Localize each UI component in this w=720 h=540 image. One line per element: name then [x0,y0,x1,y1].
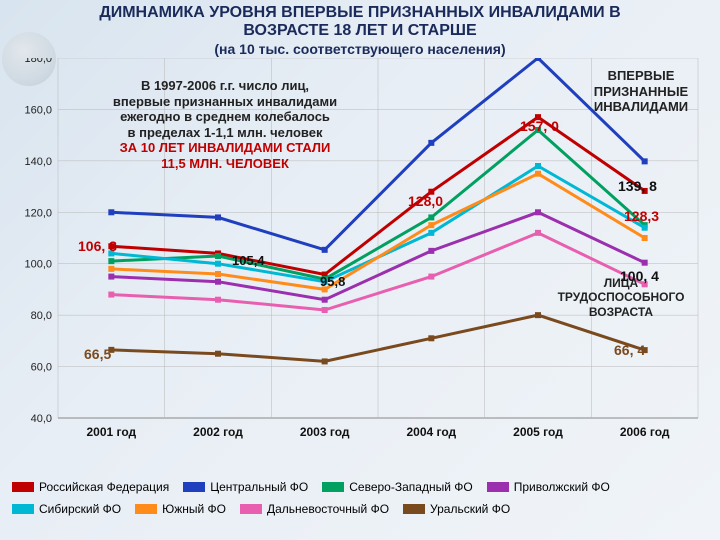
data-label: 157, 0 [520,118,559,134]
legend-swatch [12,504,34,514]
legend-label: Южный ФО [162,502,226,516]
chart-area: 40,0 60,0 80,0 100,0 120,0 140,0 160,0 180,0 200… [10,58,710,458]
svg-text:2006 год: 2006 год [620,425,670,439]
side-label-top: ВПЕРВЫЕ ПРИЗНАННЫЕ ИНВАЛИДАМИ [576,68,706,115]
legend-label: Центральный ФО [210,480,308,494]
title-line1: ДИМНАМИКА УРОВНЯ ВПЕРВЫЕ ПРИЗНАННЫХ ИНВА… [10,4,710,22]
data-label: 105,4 [232,253,265,268]
svg-text:180,0: 180,0 [24,58,52,65]
ov-l3: ежегодно в среднем колебалось [120,109,330,124]
legend-swatch [240,504,262,514]
data-label: 139, 8 [618,178,657,194]
legend-item: Уральский ФО [403,502,510,516]
data-label: 66,5 [84,346,111,362]
data-label: 100, 4 [620,268,659,284]
legend-swatch [135,504,157,514]
overlay-text: В 1997-2006 г.г. число лиц, впервые приз… [90,78,360,172]
data-label: 95,8 [320,274,345,289]
ov-l6: 11,5 МЛН. ЧЕЛОВЕК [161,156,289,171]
svg-text:100,0: 100,0 [24,259,52,271]
data-label: 128,3 [624,208,659,224]
legend-label: Приволжский ФО [514,480,610,494]
title-block: ДИМНАМИКА УРОВНЯ ВПЕРВЫЕ ПРИЗНАННЫХ ИНВА… [0,0,720,59]
svg-text:140,0: 140,0 [24,156,52,168]
ov-l4: в пределах 1-1,1 млн. человек [128,125,323,140]
ov-l1: В 1997-2006 г.г. число лиц, [141,78,309,93]
title-line2: ВОЗРАСТЕ 18 ЛЕТ И СТАРШЕ [10,22,710,40]
legend-label: Российская Федерация [39,480,169,494]
svg-text:160,0: 160,0 [24,104,52,116]
svg-text:2005 год: 2005 год [513,425,563,439]
svg-text:40,0: 40,0 [31,413,52,425]
svg-text:2002 год: 2002 год [193,425,243,439]
side-label-top-text: ВПЕРВЫЕ ПРИЗНАННЫЕ ИНВАЛИДАМИ [594,68,688,114]
data-label: 106, 8 [78,238,117,254]
legend-item: Приволжский ФО [487,480,610,494]
legend-swatch [183,482,205,492]
svg-text:2001 год: 2001 год [86,425,136,439]
legend-item: Северо-Западный ФО [322,480,472,494]
data-label: 66, 4 [614,342,645,358]
legend-item: Центральный ФО [183,480,308,494]
legend-item: Южный ФО [135,502,226,516]
legend-item: Российская Федерация [12,480,169,494]
legend-label: Сибирский ФО [39,502,121,516]
legend-item: Сибирский ФО [12,502,121,516]
subtitle: (на 10 тыс. соответствующего населения) [10,41,710,57]
ov-l2: впервые признанных инвалидами [113,94,337,109]
legend: Российская Федерация Центральный ФО Северо… [12,480,708,524]
legend-item: Дальневосточный ФО [240,502,389,516]
svg-text:2004 год: 2004 год [406,425,456,439]
svg-text:80,0: 80,0 [31,310,52,322]
legend-label: Дальневосточный ФО [267,502,389,516]
svg-text:2003 год: 2003 год [300,425,350,439]
ov-l5: ЗА 10 ЛЕТ ИНВАЛИДАМИ СТАЛИ [120,140,331,155]
legend-swatch [12,482,34,492]
legend-row: Российская Федерация Центральный ФО Северо… [12,480,708,494]
data-label: 128,0 [408,193,443,209]
legend-swatch [403,504,425,514]
legend-label: Уральский ФО [430,502,510,516]
svg-text:60,0: 60,0 [31,362,52,374]
svg-text:120,0: 120,0 [24,207,52,219]
legend-swatch [322,482,344,492]
legend-row: Сибирский ФО Южный ФО Дальневосточный ФО Ур… [12,502,708,516]
legend-swatch [487,482,509,492]
legend-label: Северо-Западный ФО [349,480,472,494]
